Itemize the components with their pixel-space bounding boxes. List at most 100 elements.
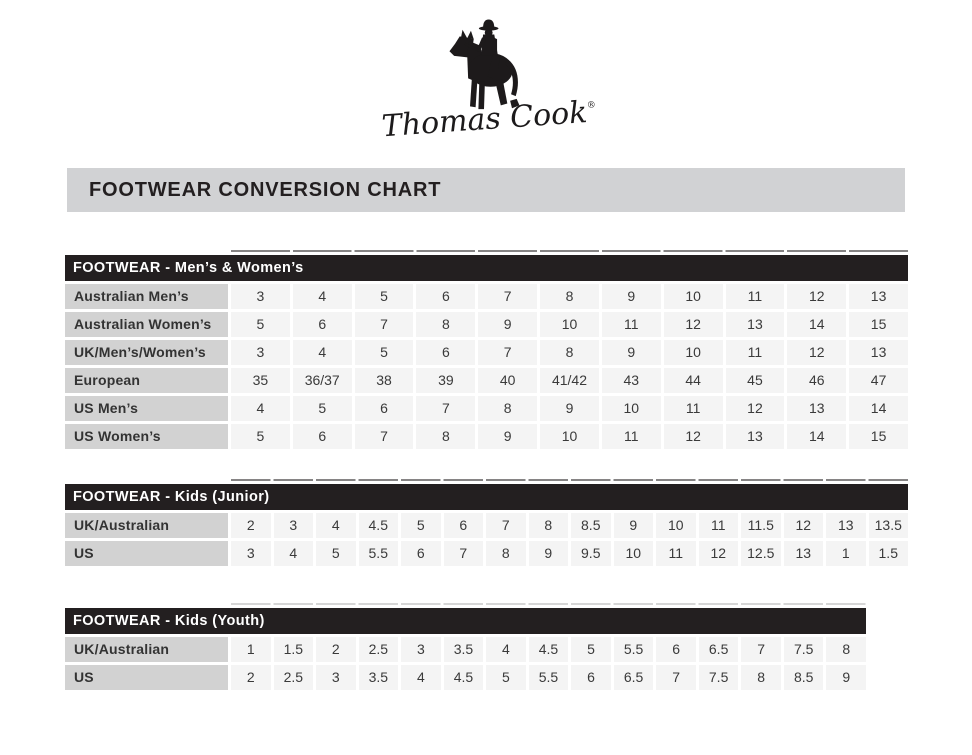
size-cell: 2: [316, 637, 356, 662]
size-cell: 13: [826, 513, 866, 538]
row-label: US: [65, 541, 228, 566]
size-cell: 13: [725, 312, 785, 337]
size-cell: 9: [613, 513, 653, 538]
size-cell: 45: [725, 368, 785, 393]
table-row: Australian Women’s 5 6 7 8 9 10 11 12 13 14 15: [65, 312, 908, 337]
size-cell: 4.5: [528, 637, 569, 662]
size-cell: 4: [231, 396, 290, 421]
size-cell: 7.5: [698, 665, 739, 690]
size-cell: 11.5: [741, 513, 781, 538]
brand-signature: Thomas Cook®: [380, 95, 597, 145]
size-cell: 14: [787, 424, 847, 449]
size-cell: 6: [292, 312, 352, 337]
size-cell: 8: [478, 396, 538, 421]
table-row: US 3 4 5 5.5 6 7 8 9 9.5 10 11 12 12.5 13 1 1.5: [65, 541, 908, 566]
size-cell: 11: [656, 541, 696, 566]
size-cell: 2: [231, 665, 271, 690]
size-cell: 8.5: [783, 665, 824, 690]
size-cell: 13: [787, 396, 847, 421]
size-cell: 10: [656, 513, 696, 538]
size-cell: 7: [354, 424, 414, 449]
size-cell: 9: [826, 665, 866, 690]
size-cell: 7: [354, 312, 414, 337]
size-cell: 5.5: [358, 541, 398, 566]
size-cell: 13: [783, 541, 823, 566]
size-cell: 14: [787, 312, 847, 337]
size-cell: 12: [787, 340, 847, 365]
size-cell: 9: [601, 284, 661, 309]
size-table-2: FOOTWEAR - Kids (Youth) UK/Australian 1 1.5…: [65, 603, 866, 693]
table-row: UK/Australian 2 3 4 4.5 5 6 7 8 8.5 9 10 11 11.5 12 13 1…: [65, 513, 908, 538]
size-table-1: FOOTWEAR - Kids (Junior) UK/Australian 2 3 4…: [65, 479, 908, 569]
size-cell: 8.5: [571, 513, 611, 538]
size-cell: 9: [601, 340, 661, 365]
size-cell: 10: [540, 424, 599, 449]
size-cell: 15: [849, 424, 908, 449]
size-cell: 13: [849, 340, 908, 365]
size-cell: 2.5: [358, 637, 399, 662]
size-cell: 8: [540, 284, 599, 309]
size-cell: 47: [849, 368, 908, 393]
size-cell: 7: [478, 284, 538, 309]
page-title: FOOTWEAR CONVERSION CHART: [89, 178, 442, 201]
row-label: US Men’s: [65, 396, 228, 421]
size-cell: 7: [741, 637, 781, 662]
size-cell: 5: [486, 665, 526, 690]
size-cell: 13.5: [868, 513, 908, 538]
size-cell: 2: [231, 513, 271, 538]
registered-mark: ®: [586, 100, 597, 111]
size-cell: 7: [478, 340, 538, 365]
size-cell: 10: [663, 340, 723, 365]
row-label: UK/Men’s/Women’s: [65, 340, 228, 365]
size-cell: 3: [273, 513, 313, 538]
size-cell: 9: [540, 396, 599, 421]
size-cell: 10: [613, 541, 653, 566]
column-ticks: [231, 479, 908, 481]
size-cell: 11: [725, 340, 785, 365]
row-label: European: [65, 368, 228, 393]
size-cell: 3.5: [443, 637, 484, 662]
size-cell: 3: [316, 665, 356, 690]
size-cell: 3: [401, 637, 441, 662]
size-cell: 11: [601, 424, 661, 449]
size-cell: 14: [849, 396, 908, 421]
size-cell: 1: [231, 637, 271, 662]
row-label: UK/Australian: [65, 637, 228, 662]
size-cell: 5: [401, 513, 441, 538]
table-row: Australian Men’s 3 4 5 6 7 8 9 10 11 12 13: [65, 284, 908, 309]
table-header: FOOTWEAR - Men’s & Women’s: [65, 255, 908, 281]
size-cell: 10: [663, 284, 723, 309]
column-ticks: [231, 603, 866, 605]
size-cell: 12: [783, 513, 823, 538]
size-cell: 5: [571, 637, 611, 662]
size-cell: 1.5: [273, 637, 314, 662]
size-cell: 11: [663, 396, 723, 421]
size-cell: 8: [528, 513, 568, 538]
table-row: UK/Men’s/Women’s 3 4 5 6 7 8 9 10 11 12 13: [65, 340, 908, 365]
size-cell: 6: [354, 396, 414, 421]
size-table-0: FOOTWEAR - Men’s & Women’s Australian Men…: [65, 250, 908, 452]
table-header: FOOTWEAR - Kids (Youth): [65, 608, 866, 634]
size-cell: 6: [292, 424, 352, 449]
size-cell: 6: [571, 665, 611, 690]
table-row: US Women’s 5 6 7 8 9 10 11 12 13 14 15: [65, 424, 908, 449]
size-cell: 6: [416, 340, 476, 365]
row-label: Australian Women’s: [65, 312, 228, 337]
size-cell: 6: [656, 637, 696, 662]
horse-rider-icon: [449, 19, 520, 110]
table-row: European 35 36/37 38 39 40 41/42 43 44 45 46 47: [65, 368, 908, 393]
size-cell: 7: [443, 541, 483, 566]
size-cell: 10: [601, 396, 661, 421]
size-cell: 35: [231, 368, 290, 393]
size-cell: 12: [787, 284, 847, 309]
column-ticks: [231, 250, 908, 252]
size-cell: 12: [698, 541, 738, 566]
size-cell: 13: [725, 424, 785, 449]
size-cell: 39: [416, 368, 476, 393]
size-cell: 12: [663, 424, 723, 449]
size-cell: 7: [486, 513, 526, 538]
size-cell: 5.5: [613, 637, 654, 662]
size-cell: 8: [486, 541, 526, 566]
size-cell: 5: [231, 312, 290, 337]
row-label: US: [65, 665, 228, 690]
